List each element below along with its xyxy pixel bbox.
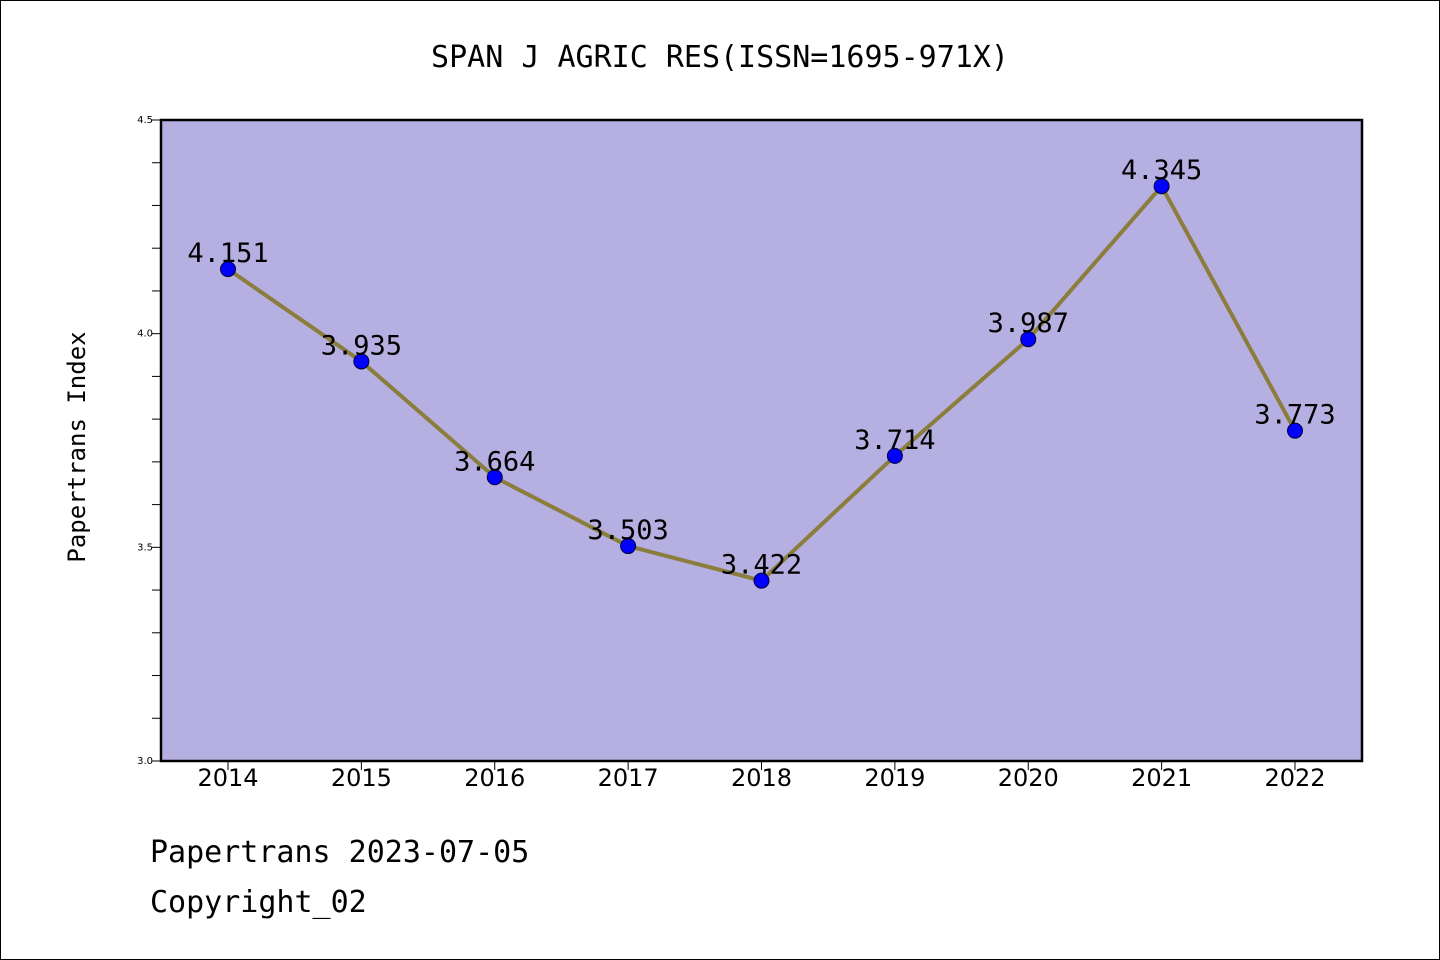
chart-title: SPAN J AGRIC RES(ISSN=1695-971X) xyxy=(431,40,1009,75)
data-point xyxy=(753,572,770,589)
data-point xyxy=(886,447,903,464)
data-point xyxy=(353,353,370,370)
plot-background xyxy=(161,120,1362,761)
data-label: 3.664 xyxy=(454,446,535,477)
data-label: 3.503 xyxy=(587,515,668,546)
x-tick-label: 2019 xyxy=(864,764,925,792)
x-tick-label: 2015 xyxy=(331,764,392,792)
data-point xyxy=(1020,331,1037,348)
data-label: 4.151 xyxy=(187,238,268,269)
y-tick-label: 4.5 xyxy=(137,115,153,126)
data-label: 3.987 xyxy=(988,308,1069,339)
footer-copyright: Copyright_02 xyxy=(150,885,367,920)
x-tick-label: 2020 xyxy=(998,764,1059,792)
x-tick-label: 2018 xyxy=(731,764,792,792)
data-label: 3.935 xyxy=(321,330,402,361)
y-tick-label: 3.0 xyxy=(137,756,153,767)
footer-date-line: Papertrans 2023-07-05 xyxy=(150,835,530,870)
data-label: 4.345 xyxy=(1121,155,1202,186)
data-point xyxy=(1153,178,1170,195)
x-tick-label: 2016 xyxy=(464,764,525,792)
y-tick-label: 4.0 xyxy=(137,329,153,340)
data-point xyxy=(1287,422,1303,439)
data-label: 3.714 xyxy=(854,425,935,456)
y-tick-label: 3.5 xyxy=(137,542,153,553)
data-label: 3.422 xyxy=(721,550,802,581)
x-tick-label: 2021 xyxy=(1131,764,1192,792)
data-point xyxy=(620,538,637,555)
data-point xyxy=(486,469,503,486)
data-point xyxy=(220,261,236,278)
y-axis-label: Papertrans Index xyxy=(63,331,91,562)
plot-area: 3.0 3.5 4.0 4.5 2014 2015 2016 2017 2018 2019 2020… xyxy=(137,115,1364,792)
x-tick-label: 2017 xyxy=(598,764,659,792)
x-tick-label: 2014 xyxy=(197,764,258,792)
x-tick-label: 2022 xyxy=(1264,764,1325,792)
data-label: 3.773 xyxy=(1254,400,1335,431)
plot-frame xyxy=(159,118,1364,763)
